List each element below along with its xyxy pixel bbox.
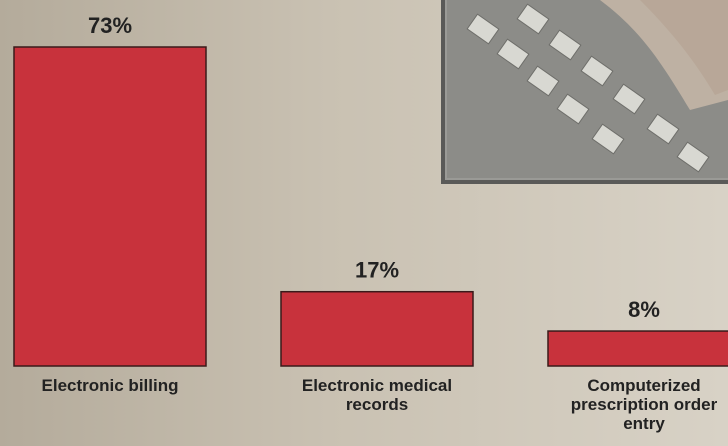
bar (280, 290, 474, 367)
keyboard-photo (441, 0, 728, 184)
value-label: 8% (628, 297, 660, 322)
bar (13, 46, 207, 367)
category-label: Computerized prescription order entry (570, 376, 718, 433)
value-label: 73% (88, 13, 132, 38)
bar (547, 330, 728, 367)
category-label: Electronic billing (41, 376, 179, 395)
category-label: Electronic medical records (301, 376, 453, 414)
value-label: 17% (355, 258, 399, 283)
